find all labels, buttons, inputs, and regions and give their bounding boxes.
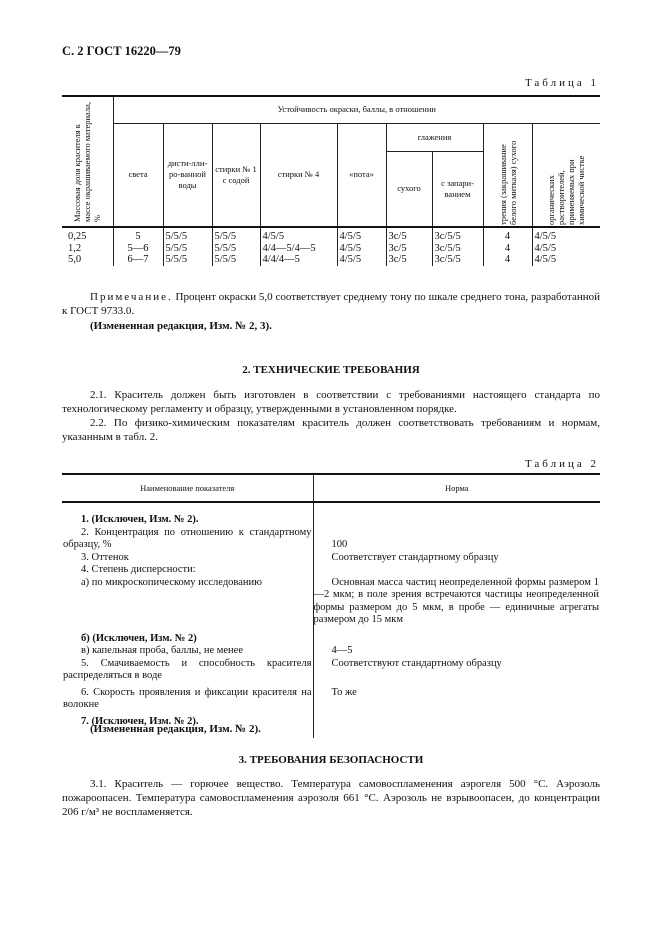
- col-trenie-header: трения (закрашивание белого миткаля) сух…: [497, 140, 518, 225]
- col-header-norm: Норма: [313, 473, 600, 503]
- col-mass-header: Массовая доля красителя к массе окрашива…: [72, 101, 103, 222]
- table-cell: 5/5/5: [162, 254, 212, 266]
- indicator-norm: Соответствует стандартному образцу: [331, 551, 499, 563]
- table-cell: 5/5/5: [211, 254, 260, 266]
- table-cell: 4/4/4—5: [259, 254, 337, 266]
- table-cell: 4/5/5: [336, 242, 386, 254]
- indicator-norm: То же: [331, 686, 357, 698]
- table-2: Наименование показателя Норма 1. (Исключ…: [62, 473, 600, 738]
- indicator-name: 1. (Исключен, Изм. № 2).: [62, 514, 314, 527]
- table-row: 2. Концентрация по отношению к стандартн…: [62, 526, 600, 552]
- table-cell: 4/5/5: [531, 242, 600, 254]
- table-cell: 5: [112, 227, 163, 243]
- table-cell: 5—6: [112, 242, 163, 254]
- indicator-norm: 4—5: [331, 645, 353, 656]
- table-row: 4. Степень дисперсности:: [62, 564, 600, 577]
- table-cell: 4/5/5: [259, 227, 337, 243]
- indicator-name: б) (Исключен, Изм. № 2): [62, 632, 314, 645]
- table-cell: 4: [482, 254, 532, 266]
- table-row: 1,2 5—6 5/5/5 5/5/5 4/4—5/4—5 4/5/5 3с/5 3с/5/5…: [62, 242, 600, 254]
- col-header: дисти-лли­ро-ванной воды: [162, 123, 213, 228]
- table-row: 5,0 6—7 5/5/5 5/5/5 4/4/4—5 4/5/5 3с/5 3с/5/5 4 4…: [62, 254, 600, 266]
- indicator-name: 4. Степень дисперсности:: [62, 564, 314, 577]
- table-row: 0,25 5 5/5/5 5/5/5 4/5/5 4/5/5 3с/5 3с/5/5 4 4/5/…: [62, 227, 600, 243]
- table-cell: 1,2: [68, 242, 82, 254]
- section-2-title: 2. ТЕХНИЧЕСКИЕ ТРЕБОВАНИЯ: [242, 364, 420, 376]
- table-cell: 4: [482, 227, 532, 243]
- table-row: а) по микроскопическому исследованию Осно…: [62, 576, 600, 633]
- note-text: Процент окраски 5,0 соответствует средне…: [62, 291, 600, 317]
- indicator-norm: Основная масса частиц неопределенной фор…: [313, 576, 600, 626]
- paragraph-2-1: 2.1. Краситель должен быть изготовлен в …: [62, 389, 600, 415]
- table-row: 1. (Исключен, Изм. № 2).: [62, 514, 600, 527]
- table-1: Массовая доля красителя к массе окрашива…: [62, 95, 600, 266]
- indicator-norm: 100: [331, 539, 348, 550]
- indicator-name: 5. Смачиваемость и способность красителя…: [62, 657, 314, 687]
- indicator-norm: [313, 564, 600, 577]
- col-header: с запари-ванием: [431, 151, 483, 228]
- indicator-name: 6. Скорость проявления и фиксации красит…: [62, 686, 314, 716]
- table-cell: 3с/5: [385, 254, 432, 266]
- edit-note-2: (Измененная редакция, Изм. № 2).: [90, 723, 261, 735]
- table-cell: 3с/5/5: [431, 254, 483, 266]
- table-note: Примечание. Процент окраски 5,0 соответс…: [62, 290, 600, 318]
- indicator-norm: [313, 514, 600, 527]
- col-header: стирки № 4: [259, 123, 338, 228]
- col-header: сухого: [386, 151, 433, 228]
- indicator-name: 3. Оттенок: [62, 551, 314, 564]
- table-cell: 4/4—5/4—5: [259, 242, 337, 254]
- col-header: стирки № 1 с содой: [211, 123, 261, 228]
- table-cell: 3с/5/5: [431, 242, 483, 254]
- col-header: света: [113, 123, 164, 228]
- paragraph-2-2: 2.2. По физико-химическим показателям кр…: [62, 417, 600, 443]
- table-cell: 3с/5: [385, 242, 432, 254]
- table-row: в) капельная проба, баллы, не менее 4—5: [62, 645, 600, 658]
- glazh-header: глажения: [385, 123, 484, 152]
- table-cell: 5/5/5: [162, 227, 212, 243]
- indicator-name: 7. (Исключен, Изм. № 2).: [62, 715, 314, 738]
- indicator-name: 2. Концентрация по отношению к стандартн…: [62, 526, 314, 552]
- page-header: С. 2 ГОСТ 16220—79: [62, 44, 181, 58]
- table-cell: 5,0: [68, 254, 82, 265]
- col-header: «пота»: [336, 123, 387, 228]
- table2-caption: Таблица 2: [524, 458, 599, 470]
- indicator-name: в) капельная проба, баллы, не менее: [62, 645, 314, 658]
- table-row: 6. Скорость проявления и фиксации красит…: [62, 686, 600, 716]
- table-cell: 4/5/5: [336, 254, 386, 266]
- table-cell: 3с/5/5: [431, 227, 483, 243]
- table-row: 7. (Исключен, Изм. № 2).: [62, 715, 600, 739]
- section-3-title: 3. ТРЕБОВАНИЯ БЕЗОПАСНОСТИ: [238, 754, 424, 766]
- group-header: Устойчивость окраски, баллы, в отношении: [112, 95, 600, 124]
- table-cell: 5/5/5: [162, 242, 212, 254]
- table-cell: 4: [482, 242, 532, 254]
- indicator-name: а) по микроскопическому исследованию: [62, 576, 314, 633]
- note-label: Примечание.: [90, 291, 173, 303]
- table-row: 5. Смачиваемость и способность красителя…: [62, 657, 600, 687]
- table-cell: 5/5/5: [211, 242, 260, 254]
- table-row: б) (Исключен, Изм. № 2): [62, 632, 600, 646]
- table-cell: 0,25: [68, 231, 87, 242]
- table1-caption: Таблица 1: [524, 77, 599, 89]
- table-cell: 6—7: [112, 254, 163, 266]
- indicator-norm: [313, 633, 600, 646]
- table-cell: 4/5/5: [336, 227, 386, 243]
- table-cell: 3с/5: [385, 227, 432, 243]
- table-cell: 5/5/5: [211, 227, 260, 243]
- col-org-header: органических растворителей, применяемых …: [546, 155, 587, 225]
- indicator-norm: Соответствуют стандартному образцу: [331, 657, 502, 669]
- paragraph-3-1: 3.1. Краситель — горючее вещество. Темпе…: [62, 778, 600, 818]
- indicator-norm: [313, 716, 600, 739]
- table-cell: 4/5/5: [531, 254, 600, 266]
- table-row: 3. Оттенок Соответствует стандартному обр…: [62, 551, 600, 564]
- table-cell: 4/5/5: [531, 227, 600, 243]
- edit-note-1: (Измененная редакция, Изм. № 2, 3).: [90, 320, 272, 332]
- col-header-name: Наименование показателя: [62, 473, 314, 503]
